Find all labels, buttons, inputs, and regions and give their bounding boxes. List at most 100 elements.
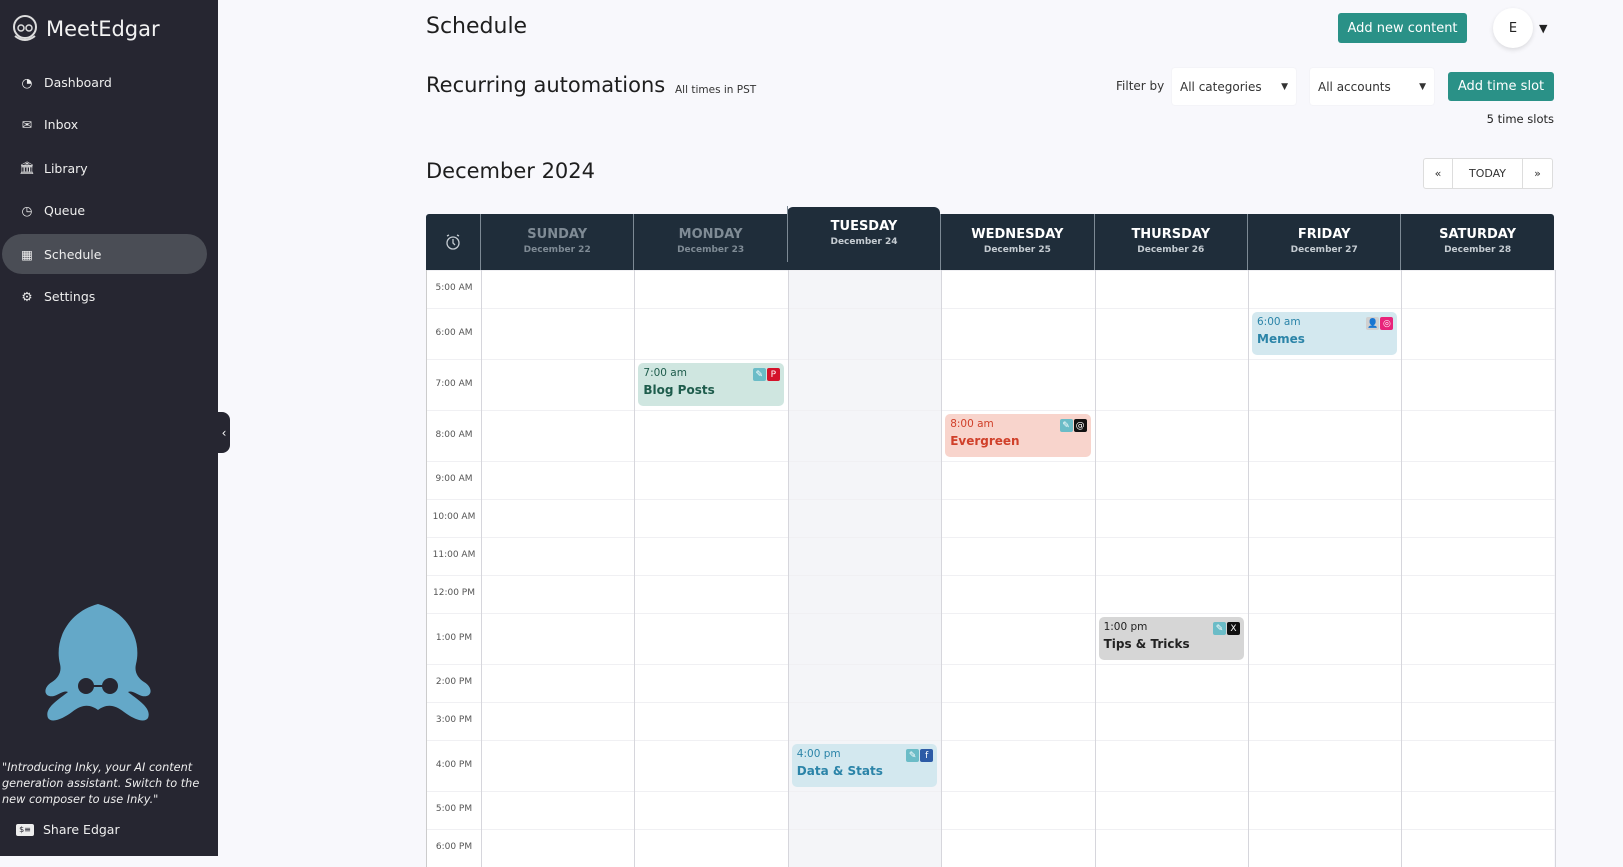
account-select[interactable]: All accounts ▼ bbox=[1310, 68, 1434, 105]
day-date: December 22 bbox=[523, 245, 591, 255]
filter-label: Filter by bbox=[1116, 79, 1165, 93]
time-label: 7:00 AM bbox=[435, 378, 473, 389]
sidebar-item-schedule[interactable]: ▦ Schedule bbox=[2, 234, 207, 274]
day-header-thursday: THURSDAY December 26 bbox=[1093, 214, 1247, 270]
day-header-tuesday: TUESDAY December 24 bbox=[786, 206, 940, 262]
slot-time: 4:00 pm bbox=[796, 748, 841, 760]
gear-icon: ⚙ bbox=[21, 288, 33, 304]
time-slot-memes[interactable]: 6:00 am Memes 👤 ◎ bbox=[1252, 312, 1398, 355]
clock-icon: ◷ bbox=[21, 202, 33, 218]
column-divider bbox=[941, 270, 943, 867]
user-icon: 👤 bbox=[1366, 317, 1380, 330]
week-calendar: 5:00 AM 6:00 AM 7:00 AM 8:00 AM 9:00 AM 10:00… bbox=[426, 206, 1556, 867]
prev-week-button[interactable]: « bbox=[1424, 159, 1453, 188]
time-row: 6:00 AM bbox=[427, 308, 1555, 359]
facebook-icon: f bbox=[920, 749, 934, 762]
column-divider bbox=[1094, 270, 1096, 867]
day-header-sunday: SUNDAY December 22 bbox=[480, 214, 633, 270]
sidebar-item-queue[interactable]: ◷ Queue bbox=[2, 190, 207, 230]
slot-category: Memes bbox=[1257, 332, 1305, 346]
time-label: 4:00 PM bbox=[435, 759, 473, 770]
sidebar-item-inbox[interactable]: ✉ Inbox bbox=[2, 104, 207, 144]
sidebar-item-label: Schedule bbox=[44, 246, 102, 262]
inky-mascot-icon bbox=[45, 604, 151, 721]
share-icon: $≡ bbox=[16, 823, 34, 836]
today-button[interactable]: TODAY bbox=[1453, 159, 1523, 188]
sidebar-item-settings[interactable]: ⚙ Settings bbox=[2, 276, 207, 316]
time-row: 10:00 AM bbox=[427, 499, 1555, 537]
threads-icon: @ bbox=[1073, 419, 1087, 432]
category-select[interactable]: All categories ▼ bbox=[1172, 68, 1296, 105]
time-row: 5:00 AM bbox=[427, 270, 1555, 308]
time-row: 3:00 PM bbox=[427, 702, 1555, 740]
section-title: Recurring automations bbox=[426, 73, 666, 97]
time-row: 4:00 PM bbox=[427, 740, 1555, 791]
sidebar-item-label: Queue bbox=[44, 202, 86, 218]
pinterest-icon: P bbox=[766, 368, 780, 381]
time-label: 11:00 AM bbox=[432, 550, 476, 560]
sidebar: MeetEdgar ◔ Dashboard ✉ Inbox 🏛 Library ◷ Queue… bbox=[0, 0, 218, 856]
category-icon: ✎ bbox=[752, 368, 766, 381]
category-icon: ✎ bbox=[906, 749, 920, 762]
page-title: Schedule bbox=[426, 14, 528, 39]
month-title: December 2024 bbox=[426, 159, 596, 183]
column-divider bbox=[481, 270, 482, 867]
add-new-content-button[interactable]: Add new content bbox=[1338, 13, 1467, 43]
calendar-header: SUNDAY December 22 MONDAY December 23 TUESDA… bbox=[426, 206, 1554, 270]
category-icon: ✎ bbox=[1059, 419, 1073, 432]
account-menu-caret-icon[interactable]: ▼ bbox=[1539, 22, 1548, 35]
share-edgar-link[interactable]: $≡ Share Edgar bbox=[16, 822, 120, 837]
instagram-icon: ◎ bbox=[1380, 317, 1394, 330]
time-label: 6:00 PM bbox=[435, 842, 473, 852]
day-date: December 27 bbox=[1290, 245, 1358, 255]
time-row: 11:00 AM bbox=[427, 537, 1555, 575]
slot-time: 6:00 am bbox=[1257, 316, 1301, 328]
sidebar-item-label: Inbox bbox=[44, 116, 79, 132]
time-row: 8:00 AM bbox=[427, 410, 1555, 461]
time-row: 12:00 PM bbox=[427, 575, 1555, 613]
day-date: December 26 bbox=[1137, 245, 1205, 255]
time-label: 8:00 AM bbox=[435, 429, 473, 440]
day-date: December 25 bbox=[983, 245, 1051, 255]
slot-category: Data & Stats bbox=[796, 764, 883, 778]
timezone-note: All times in PST bbox=[675, 84, 757, 96]
slot-category: Blog Posts bbox=[643, 383, 715, 397]
time-label: 5:00 AM bbox=[435, 283, 473, 293]
edgar-logo-icon bbox=[13, 15, 37, 41]
time-label: 10:00 AM bbox=[432, 512, 476, 522]
calendar-icon: ▦ bbox=[21, 246, 33, 262]
time-slot-tips-tricks[interactable]: 1:00 pm Tips & Tricks ✎ X bbox=[1098, 617, 1244, 660]
slot-time: 1:00 pm bbox=[1103, 621, 1148, 633]
column-divider bbox=[1401, 270, 1403, 867]
avatar[interactable]: E bbox=[1493, 8, 1533, 48]
day-date: December 23 bbox=[677, 245, 745, 255]
chevron-left-icon: ‹ bbox=[221, 425, 227, 440]
collapse-sidebar-button[interactable]: ‹ bbox=[218, 412, 230, 453]
sidebar-item-label: Library bbox=[44, 160, 88, 176]
column-divider bbox=[1554, 270, 1556, 867]
brand-name: MeetEdgar bbox=[46, 17, 160, 41]
day-header-wednesday: WEDNESDAY December 25 bbox=[940, 214, 1093, 270]
library-icon: 🏛 bbox=[19, 160, 35, 175]
time-slot-blog-posts[interactable]: 7:00 am Blog Posts ✎ P bbox=[638, 363, 784, 406]
column-divider bbox=[1248, 270, 1249, 867]
sidebar-item-dashboard[interactable]: ◔ Dashboard bbox=[2, 62, 207, 102]
time-label: 12:00 PM bbox=[433, 588, 475, 598]
week-pager: « TODAY » bbox=[1423, 158, 1553, 189]
time-slot-data-stats[interactable]: 4:00 pm Data & Stats ✎ f bbox=[791, 744, 938, 787]
sidebar-item-library[interactable]: 🏛 Library bbox=[2, 148, 207, 188]
time-label: 1:00 PM bbox=[435, 632, 473, 643]
add-time-slot-button[interactable]: Add time slot bbox=[1448, 72, 1554, 101]
slot-time: 7:00 am bbox=[643, 367, 687, 379]
dashboard-icon: ◔ bbox=[21, 74, 33, 90]
time-label: 5:00 PM bbox=[435, 804, 473, 814]
time-slot-evergreen[interactable]: 8:00 am Evergreen ✎ @ bbox=[945, 414, 1091, 457]
day-name: FRIDAY bbox=[1297, 227, 1351, 242]
category-select-value: All categories bbox=[1180, 79, 1262, 94]
logo[interactable]: MeetEdgar bbox=[10, 14, 160, 44]
time-label: 6:00 AM bbox=[435, 327, 473, 338]
next-week-button[interactable]: » bbox=[1534, 167, 1541, 180]
account-select-value: All accounts bbox=[1318, 79, 1391, 94]
time-row: 9:00 AM bbox=[427, 461, 1555, 499]
calendar-grid: 5:00 AM 6:00 AM 7:00 AM 8:00 AM 9:00 AM 10:00… bbox=[426, 270, 1556, 867]
